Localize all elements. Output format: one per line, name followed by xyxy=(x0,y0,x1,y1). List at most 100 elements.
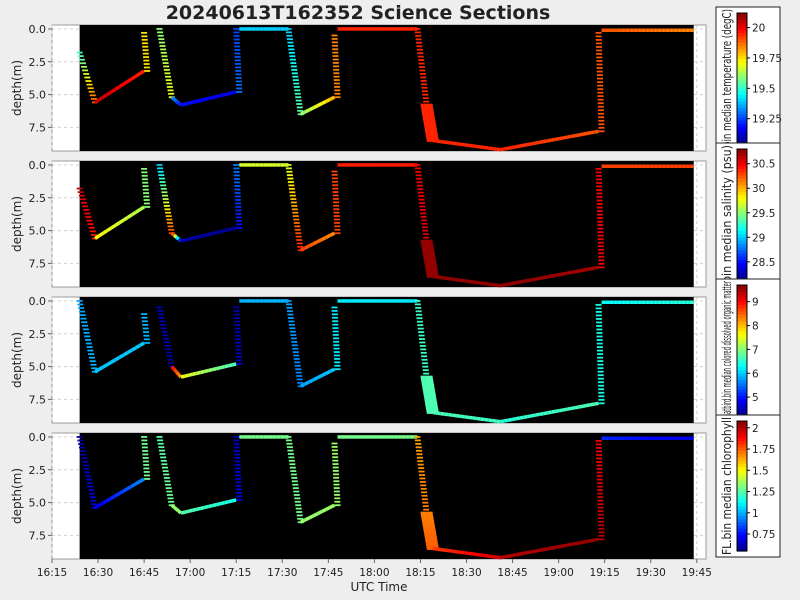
profile-mark xyxy=(220,365,225,370)
profile-mark xyxy=(135,479,141,486)
profile-mark xyxy=(212,502,217,508)
profile-mark xyxy=(168,92,175,95)
profile-mark xyxy=(334,222,341,224)
profile-mark xyxy=(160,323,167,326)
profile-mark xyxy=(420,348,427,351)
x-tick-label: 19:45 xyxy=(682,567,712,579)
profile-mark xyxy=(234,457,241,459)
profile-mark xyxy=(122,215,129,222)
colorbar-label: bin median temperature (degC) xyxy=(720,9,734,147)
profile-mark xyxy=(308,378,315,384)
colorbar-tick-label: 6 xyxy=(752,368,759,380)
profile-mark xyxy=(416,453,423,456)
profile-mark xyxy=(464,415,469,420)
profile-mark xyxy=(418,338,425,340)
colorbar-swatch xyxy=(737,65,747,69)
profile-mark xyxy=(110,223,117,230)
profile-mark xyxy=(291,340,298,343)
profile-segment xyxy=(414,436,430,514)
colorbar-label: bin median salinity (psu) xyxy=(720,145,734,283)
profile-mark xyxy=(88,489,95,491)
profile-mark xyxy=(488,146,493,151)
colorbar-swatch xyxy=(737,155,747,160)
profile-mark xyxy=(78,194,85,197)
profile-mark xyxy=(321,371,327,378)
profile-segment xyxy=(156,28,175,99)
profile-mark xyxy=(535,140,540,145)
profile-mark xyxy=(98,95,105,102)
profile-mark xyxy=(157,170,164,173)
colorbar-swatch xyxy=(737,479,747,484)
profile-mark xyxy=(285,439,292,442)
profile-mark xyxy=(595,450,602,453)
profile-mark xyxy=(531,549,536,554)
profile-mark xyxy=(484,145,489,150)
profile-mark xyxy=(586,539,591,544)
profile-mark xyxy=(596,67,603,69)
profile-mark xyxy=(159,453,166,455)
profile-mark xyxy=(595,182,602,184)
profile-mark xyxy=(420,105,433,109)
profile-mark xyxy=(503,554,509,559)
profile-mark xyxy=(161,330,168,333)
profile-mark xyxy=(165,483,172,486)
profile-mark xyxy=(293,218,300,221)
profile-mark xyxy=(160,187,167,190)
profile-mark xyxy=(596,199,603,202)
profile-mark xyxy=(419,69,426,72)
profile-mark xyxy=(289,55,296,58)
profile-mark xyxy=(596,192,603,195)
profile-mark xyxy=(421,515,434,519)
profile-mark xyxy=(142,185,149,188)
profile-mark xyxy=(539,139,544,145)
colorbar-swatch xyxy=(737,233,747,238)
x-tick-label: 17:30 xyxy=(267,567,297,579)
profile-mark xyxy=(234,63,241,65)
profile-mark xyxy=(598,534,605,537)
profile-mark xyxy=(586,267,591,272)
profile-mark xyxy=(175,507,180,513)
profile-mark xyxy=(460,278,465,283)
profile-mark xyxy=(332,323,339,326)
colorbar-swatch xyxy=(737,113,747,118)
profile-mark xyxy=(415,442,422,445)
profile-mark xyxy=(86,346,93,348)
profile-mark xyxy=(139,205,146,212)
profile-mark xyxy=(331,306,338,309)
y-tick-label: 5.0 xyxy=(29,225,47,238)
profile-mark xyxy=(597,381,604,384)
colorbar-swatch xyxy=(737,48,747,53)
profile-mark xyxy=(334,86,341,88)
colorbar-swatch xyxy=(737,188,747,192)
profile-mark xyxy=(598,402,605,405)
profile-mark xyxy=(158,446,165,449)
y-tick-label: 5.0 xyxy=(29,497,47,510)
profile-mark xyxy=(233,38,240,41)
colorbar-swatch xyxy=(737,84,747,89)
profile-mark xyxy=(414,28,421,30)
colorbar-swatch xyxy=(737,217,747,222)
colorbar-swatch xyxy=(737,29,747,34)
profile-segment xyxy=(595,167,605,269)
profile-mark xyxy=(172,505,178,511)
profile-mark xyxy=(156,306,163,309)
profile-mark xyxy=(234,327,241,330)
profile-mark xyxy=(204,504,209,510)
profile-mark xyxy=(204,96,209,102)
profile-mark xyxy=(423,508,430,511)
profile-mark xyxy=(423,100,430,103)
profile-mark xyxy=(142,453,149,456)
profile-mark xyxy=(596,471,603,474)
profile-mark xyxy=(420,103,433,107)
profile-mark xyxy=(417,324,424,327)
profile-mark xyxy=(332,55,339,57)
profile-mark xyxy=(89,360,96,363)
colorbar-swatch xyxy=(737,372,747,377)
colorbar-swatch xyxy=(737,61,747,66)
profile-mark xyxy=(332,466,339,469)
profile-mark xyxy=(421,498,428,501)
profile-mark xyxy=(468,551,473,556)
profile-mark xyxy=(596,203,603,205)
profile-mark xyxy=(235,341,242,344)
colorbar-swatch xyxy=(737,379,747,384)
